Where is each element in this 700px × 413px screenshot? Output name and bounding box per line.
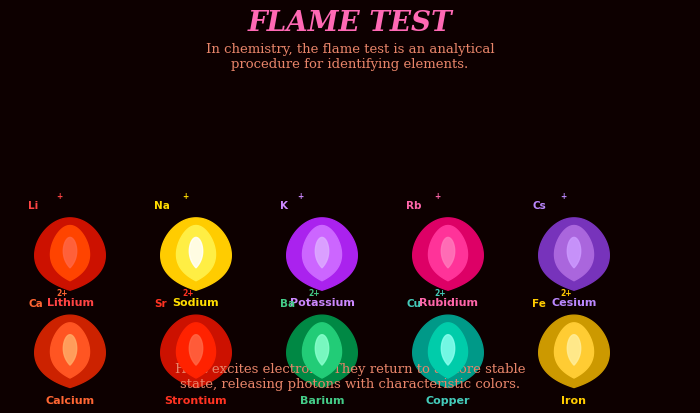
Polygon shape	[176, 226, 216, 281]
Polygon shape	[554, 323, 594, 378]
Polygon shape	[35, 218, 105, 291]
Text: Na: Na	[154, 201, 170, 211]
Text: 2+: 2+	[56, 288, 68, 297]
Polygon shape	[539, 218, 609, 291]
Text: 2+: 2+	[308, 288, 320, 297]
Polygon shape	[50, 226, 90, 281]
Polygon shape	[189, 335, 203, 365]
Polygon shape	[161, 316, 231, 387]
Polygon shape	[161, 218, 231, 291]
Polygon shape	[413, 218, 483, 291]
Polygon shape	[302, 323, 342, 378]
Text: FLAME TEST: FLAME TEST	[248, 10, 452, 37]
Polygon shape	[63, 238, 77, 268]
Polygon shape	[554, 226, 594, 281]
Text: Calcium: Calcium	[46, 395, 94, 405]
Text: Rb: Rb	[406, 201, 421, 211]
Polygon shape	[428, 226, 468, 281]
Text: Cu: Cu	[406, 298, 421, 308]
Text: Barium: Barium	[300, 395, 344, 405]
Polygon shape	[441, 238, 455, 268]
Polygon shape	[287, 316, 357, 387]
Text: 2+: 2+	[560, 288, 572, 297]
Text: +: +	[297, 191, 303, 200]
Text: 2+: 2+	[182, 288, 194, 297]
Text: Li: Li	[28, 201, 38, 211]
Text: +: +	[434, 191, 440, 200]
Polygon shape	[315, 238, 329, 268]
Text: Sr: Sr	[154, 298, 167, 308]
Polygon shape	[428, 323, 468, 378]
Polygon shape	[287, 218, 357, 291]
Text: Strontium: Strontium	[164, 395, 228, 405]
Polygon shape	[176, 323, 216, 378]
Text: Cs: Cs	[532, 201, 546, 211]
Text: Copper: Copper	[426, 395, 470, 405]
Text: Iron: Iron	[561, 395, 587, 405]
Polygon shape	[441, 335, 455, 365]
Polygon shape	[50, 323, 90, 378]
Polygon shape	[189, 238, 203, 268]
Text: +: +	[560, 191, 566, 200]
Polygon shape	[567, 335, 581, 365]
Polygon shape	[63, 335, 77, 365]
Polygon shape	[413, 316, 483, 387]
Text: Rubidium: Rubidium	[419, 298, 477, 308]
Text: 2+: 2+	[434, 288, 446, 297]
Text: +: +	[182, 191, 188, 200]
Polygon shape	[315, 335, 329, 365]
Text: Heat excites electrons. They return to a more stable
state, releasing photons wi: Heat excites electrons. They return to a…	[175, 362, 525, 390]
Text: In chemistry, the flame test is an analytical
procedure for identifying elements: In chemistry, the flame test is an analy…	[206, 43, 494, 71]
Text: Lithium: Lithium	[46, 298, 94, 308]
Polygon shape	[302, 226, 342, 281]
Polygon shape	[35, 316, 105, 387]
Polygon shape	[567, 238, 581, 268]
Text: Sodium: Sodium	[173, 298, 219, 308]
Text: Cesium: Cesium	[552, 298, 596, 308]
Text: Ca: Ca	[28, 298, 43, 308]
Text: Ba: Ba	[280, 298, 295, 308]
Text: +: +	[56, 191, 62, 200]
Text: Fe: Fe	[532, 298, 546, 308]
Text: K: K	[280, 201, 288, 211]
Text: Potassium: Potassium	[290, 298, 354, 308]
Polygon shape	[539, 316, 609, 387]
